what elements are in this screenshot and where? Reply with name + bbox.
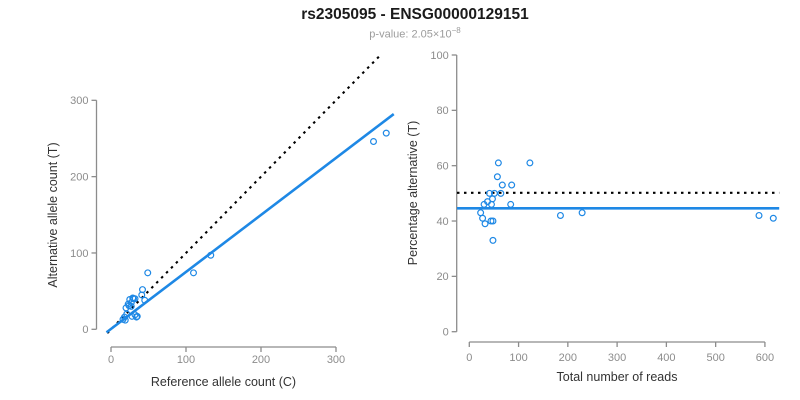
x-tick-label: 400 bbox=[657, 352, 675, 364]
data-point bbox=[133, 313, 141, 321]
data-point bbox=[481, 220, 489, 228]
x-tick-label: 300 bbox=[608, 352, 626, 364]
y-tick-label: 60 bbox=[436, 160, 448, 172]
y-tick-label: 20 bbox=[436, 271, 448, 283]
data-point bbox=[490, 189, 498, 197]
data-point bbox=[131, 295, 139, 303]
x-axis-title: Total number of reads bbox=[557, 370, 678, 384]
x-tick-label: 100 bbox=[177, 354, 195, 366]
y-axis-title: Percentage alternative (T) bbox=[406, 121, 420, 266]
x-tick-label: 200 bbox=[559, 352, 577, 364]
data-point bbox=[497, 189, 505, 197]
data-point bbox=[507, 200, 515, 208]
right-plot-panel: 0 20 40 60 80 100 0 100 200 300 400 500 600 Total num… bbox=[406, 50, 780, 384]
y-tick-label: 0 bbox=[82, 324, 88, 336]
data-point bbox=[755, 211, 763, 219]
x-tick-label: 0 bbox=[466, 352, 472, 364]
data-point bbox=[144, 269, 152, 277]
x-tick-label: 100 bbox=[509, 352, 527, 364]
x-tick-label: 500 bbox=[706, 352, 724, 364]
y-tick-label: 40 bbox=[436, 216, 448, 228]
data-point bbox=[121, 316, 129, 324]
y-axis-title: Alternative allele count (T) bbox=[46, 142, 60, 287]
y-tick-label: 300 bbox=[70, 95, 88, 107]
data-point bbox=[370, 138, 378, 146]
pvalue-exponent: −8 bbox=[451, 26, 461, 35]
data-point bbox=[493, 173, 501, 181]
data-point bbox=[141, 296, 149, 304]
data-point bbox=[494, 159, 502, 167]
y-tick-label: 80 bbox=[436, 105, 448, 117]
data-point bbox=[486, 189, 494, 197]
data-point bbox=[526, 159, 534, 167]
data-point bbox=[578, 209, 586, 217]
data-point bbox=[477, 209, 485, 217]
x-tick-label: 600 bbox=[756, 352, 774, 364]
x-tick-label: 0 bbox=[108, 354, 114, 366]
figure-header: rs2305095 - ENSG00000129151 p-value: 2.0… bbox=[10, 6, 800, 41]
y-tick-label: 200 bbox=[70, 171, 88, 183]
data-point bbox=[498, 181, 506, 189]
y-tick-label: 0 bbox=[443, 327, 449, 339]
data-point bbox=[489, 217, 497, 225]
data-point bbox=[127, 302, 135, 310]
identity-line bbox=[106, 53, 383, 334]
y-tick-label: 100 bbox=[430, 50, 448, 62]
regression-line bbox=[105, 113, 395, 334]
left-plot-panel: 0 100 200 300 0 100 200 300 Reference allele cou… bbox=[46, 53, 395, 389]
data-point bbox=[382, 129, 390, 137]
data-point bbox=[769, 214, 777, 222]
data-point bbox=[139, 286, 147, 294]
pvalue-text: p-value: 2.05×10 bbox=[369, 28, 452, 41]
x-tick-label: 300 bbox=[327, 354, 345, 366]
data-point bbox=[556, 211, 564, 219]
data-point bbox=[207, 251, 215, 259]
figure-subtitle: p-value: 2.05×10−8 bbox=[10, 26, 800, 41]
data-point bbox=[479, 214, 487, 222]
data-point bbox=[489, 236, 497, 244]
data-point bbox=[487, 217, 495, 225]
x-tick-label: 200 bbox=[252, 354, 270, 366]
data-point bbox=[488, 195, 496, 203]
data-point bbox=[508, 181, 516, 189]
data-point bbox=[190, 269, 198, 277]
figure-title: rs2305095 - ENSG00000129151 bbox=[301, 6, 529, 23]
x-axis-title: Reference allele count (C) bbox=[151, 375, 296, 389]
data-point bbox=[128, 312, 136, 320]
y-tick-label: 100 bbox=[70, 248, 88, 260]
